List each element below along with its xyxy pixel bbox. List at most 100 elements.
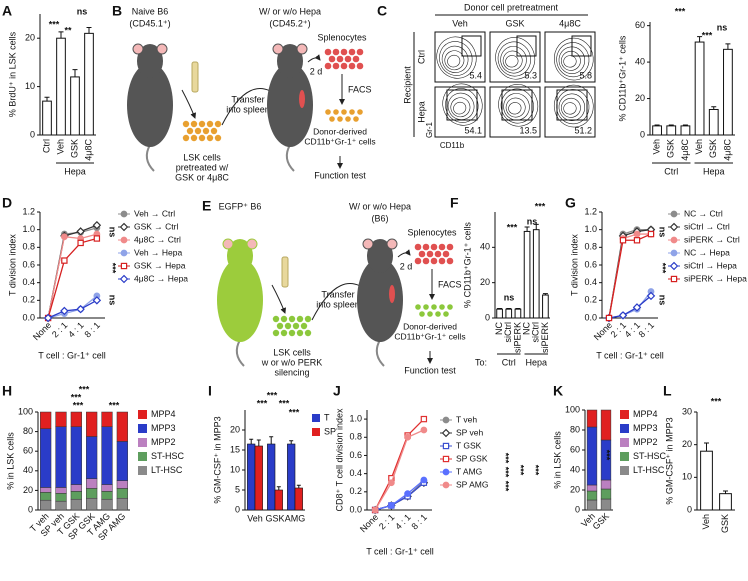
error-bar — [497, 307, 503, 310]
contour — [561, 50, 581, 71]
cell — [288, 329, 296, 337]
x-tick-label: 8 : 1 — [410, 512, 429, 531]
contour — [498, 84, 539, 127]
error-bar — [723, 490, 728, 494]
bar-segment — [101, 411, 113, 427]
contour — [505, 55, 519, 68]
y-tick-label: 1.0 — [584, 224, 597, 234]
mouse-body — [127, 63, 173, 147]
cell — [439, 304, 445, 310]
cell — [329, 116, 335, 122]
significance: *** — [279, 398, 290, 408]
legend-marker — [669, 222, 679, 232]
error-bar — [296, 484, 301, 488]
bar-segment — [116, 441, 128, 481]
gate-percentage: 54.1 — [464, 125, 482, 135]
recipient-label: W/ or w/o Hepa — [259, 6, 321, 16]
spleen — [299, 90, 305, 108]
bar — [514, 308, 522, 319]
y-axis-label: % BrdU⁺ in LSK cells — [7, 31, 17, 117]
y-tick-label: 0 — [640, 129, 645, 139]
panel-letter: J — [333, 383, 341, 399]
y-tick-label: 20 — [23, 485, 33, 495]
cell — [345, 116, 351, 122]
line — [47, 233, 98, 319]
y-tick-label: 0.4 — [349, 468, 362, 478]
y-tick-label: 30 — [682, 406, 692, 416]
legend-marker — [120, 262, 128, 270]
legend-label: MPP4 — [633, 409, 658, 419]
point — [76, 304, 85, 314]
contour — [436, 36, 477, 79]
bar — [70, 76, 80, 136]
bar-segment — [55, 411, 67, 427]
y-tick-label: 40 — [570, 464, 580, 474]
point — [60, 233, 68, 241]
point — [618, 311, 628, 320]
cell — [446, 243, 454, 251]
y-tick-label: 100 — [18, 406, 33, 416]
panel-letter: C — [377, 3, 387, 19]
y-tick-label: 0.0 — [349, 504, 362, 514]
gate — [556, 89, 588, 121]
mouse-ear — [386, 238, 398, 250]
bar — [680, 125, 691, 136]
mouse-ear — [296, 43, 308, 55]
significance: ns — [658, 295, 668, 306]
cell — [296, 329, 304, 337]
legend-label: siCtrl → Ctrl — [684, 221, 730, 231]
cell — [272, 315, 280, 323]
x-axis-label: CD11b — [440, 141, 465, 150]
mouse-ear — [246, 238, 258, 250]
contour — [442, 83, 483, 126]
facs-title: Donor cell pretreatment — [464, 2, 559, 12]
legend-label: MPP2 — [633, 437, 658, 447]
panel-letter: E — [202, 198, 211, 214]
significance: ns — [717, 22, 728, 32]
column-label: 4μ8C — [559, 18, 581, 28]
bar-segment — [40, 499, 52, 511]
bar-segment — [116, 411, 128, 442]
cell — [332, 48, 340, 56]
bar-segment — [101, 426, 113, 485]
bar-segment — [70, 484, 82, 492]
mouse-body — [217, 258, 263, 342]
bar-segment — [116, 497, 128, 511]
point — [632, 303, 642, 312]
contour — [561, 97, 581, 118]
cells-label: w or w/o PERK — [261, 357, 323, 367]
legend-marker — [120, 210, 128, 218]
line — [608, 295, 652, 319]
mouse-ear — [156, 43, 168, 55]
bar — [723, 48, 733, 136]
point — [61, 257, 68, 264]
y-tick-label: 20 — [570, 484, 580, 494]
cell — [341, 109, 347, 115]
y-tick-label: 1.0 — [349, 413, 362, 423]
error-bar — [44, 96, 50, 102]
cell — [422, 257, 430, 265]
cell — [353, 116, 359, 122]
bar-segment — [600, 498, 612, 511]
y-tick-label: 0 — [575, 504, 580, 514]
cell — [206, 120, 214, 128]
legend-marker — [119, 274, 129, 284]
cell — [442, 250, 450, 258]
point — [77, 239, 84, 247]
legend-marker — [669, 261, 679, 271]
point — [404, 490, 412, 498]
contour — [553, 84, 594, 128]
legend-label: SP AMG — [456, 479, 488, 489]
mouse-ear — [132, 43, 144, 55]
contour — [563, 55, 577, 68]
bar — [666, 125, 677, 136]
bar-segment — [86, 488, 98, 499]
cell — [328, 55, 336, 63]
legend-swatch — [138, 452, 147, 461]
contour — [558, 93, 586, 121]
gate-percentage: 51.2 — [574, 125, 592, 135]
bar — [505, 308, 513, 319]
bar-segment — [101, 484, 113, 492]
arrow — [397, 249, 411, 258]
